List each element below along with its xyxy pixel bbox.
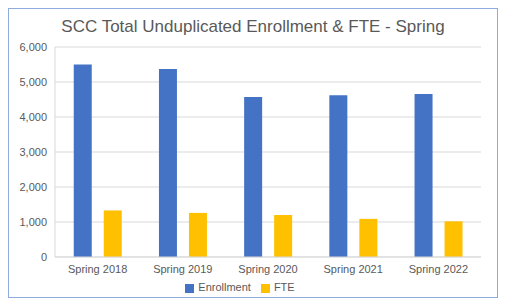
svg-text:5,000: 5,000 — [19, 76, 47, 88]
svg-text:0: 0 — [41, 251, 47, 263]
svg-text:Spring 2018: Spring 2018 — [68, 263, 127, 275]
svg-text:4,000: 4,000 — [19, 111, 47, 123]
html-text:SCC Total Unduplicated Enrollm: SCC Total Unduplicated Enrollment & FTE … — [61, 17, 445, 36]
svg-text:Spring 2019: Spring 2019 — [153, 263, 212, 275]
svg-text:Spring 2022: Spring 2022 — [409, 263, 468, 275]
svg-text:2,000: 2,000 — [19, 181, 47, 193]
svg-text:3,000: 3,000 — [19, 146, 47, 158]
html-text:FTE: FTE — [273, 281, 295, 293]
svg-text:Spring 2020: Spring 2020 — [238, 263, 297, 275]
svg-text:1,000: 1,000 — [19, 216, 47, 228]
svg-text:6,000: 6,000 — [19, 41, 47, 53]
html-text:Enrollment: Enrollment — [198, 281, 251, 293]
svg-text:Spring 2021: Spring 2021 — [324, 263, 383, 275]
